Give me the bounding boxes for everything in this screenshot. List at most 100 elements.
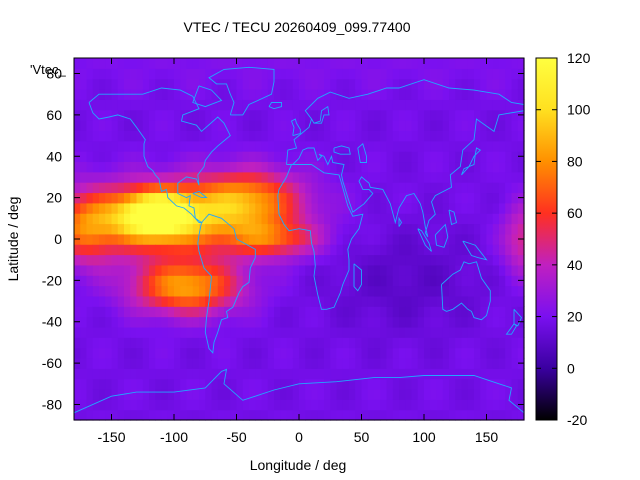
heat-cell [492, 89, 500, 100]
heat-cell [424, 161, 431, 173]
heat-cell [167, 213, 175, 225]
heat-cell [74, 264, 81, 276]
heat-cell [355, 182, 363, 194]
heat-cell [180, 223, 188, 235]
heat-cell [336, 192, 344, 204]
heat-cell [117, 399, 125, 411]
heat-cell [474, 233, 481, 245]
heat-cell [380, 233, 388, 245]
heat-cell [317, 223, 325, 235]
heat-cell [136, 120, 144, 131]
heat-cell [449, 78, 456, 90]
heat-cell [74, 337, 81, 349]
heat-cell [349, 285, 356, 297]
heat-cell [324, 368, 331, 380]
heat-cell [517, 171, 525, 183]
heat-cell [374, 378, 381, 390]
heat-cell [236, 254, 244, 266]
heat-cell [255, 275, 263, 287]
heat-cell [386, 275, 394, 287]
heat-cell [311, 89, 319, 100]
heat-cell [467, 275, 475, 287]
heat-cell [467, 399, 475, 411]
heat-cell [92, 285, 100, 297]
heat-cell [305, 306, 313, 318]
heat-cell [211, 388, 219, 400]
heat-cell [367, 306, 375, 318]
x-tick-label: -150 [97, 429, 125, 445]
heat-cell [155, 316, 163, 328]
heat-cell [511, 109, 519, 121]
heat-cell [142, 316, 150, 328]
heat-cell [280, 326, 288, 338]
heat-cell [492, 140, 500, 152]
heat-cell [167, 223, 175, 235]
coast-africa [277, 164, 364, 310]
heat-cell [380, 151, 388, 163]
heat-cell [180, 368, 188, 380]
heat-cell [436, 357, 444, 369]
heat-cell [380, 171, 388, 183]
heat-cell [342, 223, 350, 235]
heat-cell [280, 254, 288, 266]
heat-cell [124, 399, 131, 411]
heat-cell [149, 306, 156, 318]
heat-cell [267, 99, 275, 111]
heat-cell [274, 275, 281, 287]
heat-cell [386, 254, 394, 266]
heat-cell [74, 213, 81, 225]
heat-cell [117, 223, 125, 235]
heat-cell [74, 295, 81, 307]
heat-cell [249, 368, 256, 380]
heat-cell [324, 223, 331, 235]
heat-cell [136, 223, 144, 235]
heat-cell [205, 347, 213, 359]
heat-cell [374, 89, 381, 100]
heat-cell [117, 337, 125, 349]
heat-cell [286, 192, 294, 204]
heat-cell [342, 254, 350, 266]
heat-cell [467, 285, 475, 297]
heat-cell [480, 347, 488, 359]
heat-cell [367, 161, 375, 173]
heat-cell [230, 58, 238, 69]
heat-cell [299, 130, 306, 142]
heat-cell [230, 295, 238, 307]
heat-cell [111, 182, 119, 194]
heat-cell [399, 233, 406, 245]
heat-cell [492, 368, 500, 380]
heat-cell [467, 68, 475, 80]
heat-cell [417, 78, 425, 90]
heat-cell [380, 78, 388, 90]
heat-cell [461, 254, 469, 266]
heat-cell [192, 161, 200, 173]
heat-cell [199, 213, 206, 225]
heat-cell [330, 264, 338, 276]
heat-cell [199, 368, 206, 380]
heat-cell [242, 388, 250, 400]
heat-cell [236, 326, 244, 338]
heat-cell [436, 223, 444, 235]
heat-cell [174, 140, 181, 152]
heat-cell [274, 264, 281, 276]
heat-cell [499, 275, 506, 287]
heat-cell [355, 399, 363, 411]
heat-cell [505, 409, 513, 421]
heat-cell [386, 306, 394, 318]
heat-cell [86, 192, 94, 204]
heat-cell [92, 357, 100, 369]
heat-cell [424, 399, 431, 411]
heat-cell [399, 140, 406, 152]
heat-cell [274, 151, 281, 163]
heat-cell [230, 151, 238, 163]
heat-cell [392, 295, 400, 307]
heat-cell [199, 130, 206, 142]
heat-cell [480, 254, 488, 266]
heat-cell [117, 78, 125, 90]
heat-cell [211, 337, 219, 349]
heat-cell [467, 223, 475, 235]
heat-cell [349, 161, 356, 173]
heat-cell [486, 244, 494, 256]
heat-cell [461, 399, 469, 411]
heat-cell [192, 326, 200, 338]
